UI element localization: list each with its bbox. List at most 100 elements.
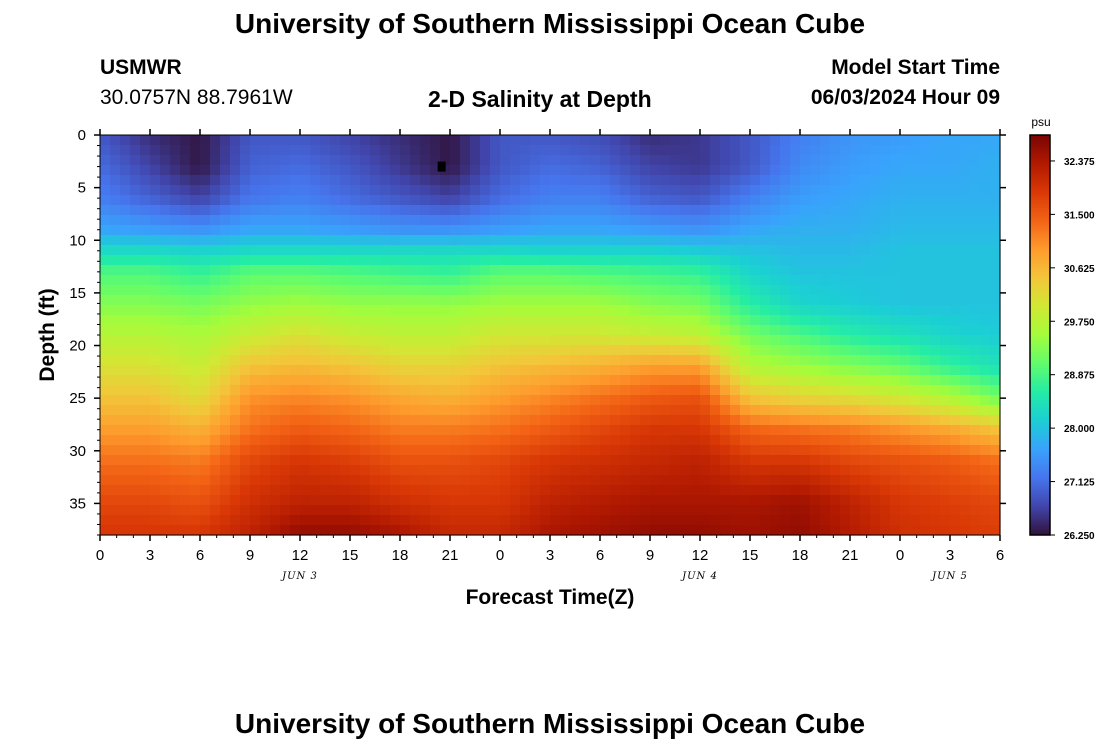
- heatmap-cell: [540, 225, 551, 236]
- heatmap-cell: [920, 175, 931, 186]
- heatmap-cell: [640, 445, 651, 456]
- heatmap-cell: [790, 295, 801, 306]
- heatmap-cell: [650, 195, 661, 206]
- heatmap-cell: [130, 295, 141, 306]
- heatmap-cell: [470, 145, 481, 156]
- heatmap-cell: [660, 475, 671, 486]
- heatmap-cell: [460, 265, 471, 276]
- heatmap-cell: [100, 205, 111, 216]
- heatmap-cell: [480, 375, 491, 386]
- heatmap-cell: [130, 365, 141, 376]
- heatmap-cell: [630, 375, 641, 386]
- heatmap-cell: [500, 505, 511, 516]
- heatmap-cell: [100, 275, 111, 286]
- heatmap-cell: [800, 385, 811, 396]
- heatmap-cell: [210, 305, 221, 316]
- heatmap-cell: [920, 275, 931, 286]
- heatmap-cell: [610, 405, 621, 416]
- heatmap-cell: [450, 515, 461, 526]
- heatmap-cell: [160, 415, 171, 426]
- heatmap-cell: [820, 135, 831, 146]
- heatmap-cell: [880, 185, 891, 196]
- heatmap-cell: [800, 395, 811, 406]
- heatmap-cell: [900, 325, 911, 336]
- heatmap-cell: [720, 265, 731, 276]
- heatmap-cell: [230, 485, 241, 496]
- heatmap-cell: [130, 425, 141, 436]
- heatmap-cell: [820, 275, 831, 286]
- heatmap-cell: [560, 265, 571, 276]
- heatmap-cell: [300, 325, 311, 336]
- heatmap-cell: [930, 485, 941, 496]
- heatmap-cell: [800, 495, 811, 506]
- heatmap-cell: [770, 135, 781, 146]
- heatmap-cell: [480, 465, 491, 476]
- heatmap-cell: [590, 405, 601, 416]
- heatmap-cell: [490, 275, 501, 286]
- heatmap-cell: [260, 305, 271, 316]
- heatmap-cell: [870, 215, 881, 226]
- heatmap-cell: [160, 475, 171, 486]
- heatmap-cell: [750, 265, 761, 276]
- heatmap-cell: [980, 315, 991, 326]
- heatmap-cell: [590, 465, 601, 476]
- heatmap-cell: [600, 145, 611, 156]
- heatmap-cell: [920, 235, 931, 246]
- heatmap-cell: [240, 305, 251, 316]
- heatmap-cell: [670, 265, 681, 276]
- heatmap-cell: [680, 295, 691, 306]
- heatmap-cell: [750, 465, 761, 476]
- heatmap-cell: [120, 325, 131, 336]
- heatmap-cell: [470, 385, 481, 396]
- heatmap-cell: [590, 215, 601, 226]
- heatmap-cell: [650, 355, 661, 366]
- heatmap-cell: [450, 335, 461, 346]
- heatmap-cell: [850, 265, 861, 276]
- heatmap-cell: [380, 145, 391, 156]
- heatmap-cell: [220, 475, 231, 486]
- heatmap-cell: [940, 305, 951, 316]
- heatmap-cell: [550, 365, 561, 376]
- heatmap-cell: [100, 505, 111, 516]
- heatmap-cell: [100, 455, 111, 466]
- heatmap-cell: [530, 245, 541, 256]
- heatmap-cell: [550, 465, 561, 476]
- heatmap-cell: [620, 335, 631, 346]
- heatmap-cell: [880, 135, 891, 146]
- heatmap-cell: [440, 205, 451, 216]
- heatmap-cell: [500, 415, 511, 426]
- heatmap-cell: [720, 175, 731, 186]
- heatmap-cell: [820, 395, 831, 406]
- heatmap-cell: [520, 155, 531, 166]
- heatmap-cell: [800, 245, 811, 256]
- heatmap-cell: [670, 325, 681, 336]
- heatmap-cell: [650, 325, 661, 336]
- heatmap-cell: [680, 265, 691, 276]
- heatmap-cell: [710, 505, 721, 516]
- heatmap-cell: [820, 405, 831, 416]
- heatmap-cell: [390, 305, 401, 316]
- heatmap-cell: [320, 385, 331, 396]
- heatmap-cell: [680, 435, 691, 446]
- heatmap-cell: [980, 455, 991, 466]
- heatmap-cell: [970, 265, 981, 276]
- heatmap-cell: [510, 265, 521, 276]
- heatmap-cell: [230, 335, 241, 346]
- heatmap-cell: [830, 295, 841, 306]
- heatmap-cell: [990, 245, 1001, 256]
- heatmap-cell: [270, 245, 281, 256]
- heatmap-cell: [710, 215, 721, 226]
- heatmap-cell: [440, 525, 451, 536]
- heatmap-cell: [410, 235, 421, 246]
- heatmap-cell: [340, 225, 351, 236]
- x-tick-label: 15: [742, 547, 759, 564]
- heatmap-cell: [830, 475, 841, 486]
- heatmap-cell: [630, 355, 641, 366]
- heatmap-cell: [500, 255, 511, 266]
- heatmap-cell: [200, 155, 211, 166]
- heatmap-cell: [420, 165, 431, 176]
- heatmap-cell: [110, 515, 121, 526]
- heatmap-cell: [150, 135, 161, 146]
- heatmap-cell: [210, 505, 221, 516]
- heatmap-cell: [430, 275, 441, 286]
